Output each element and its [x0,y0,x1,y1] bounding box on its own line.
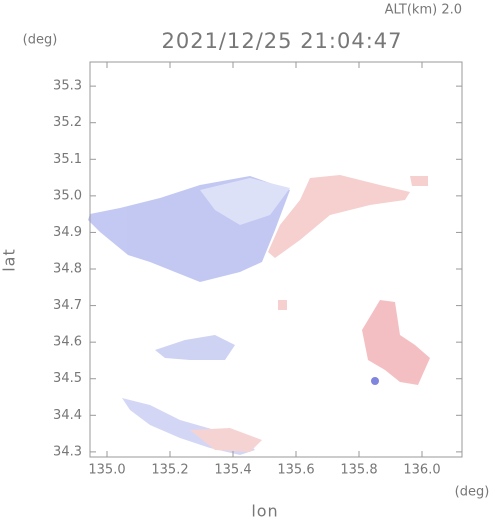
echo-receding [190,428,262,452]
y-tick-label: 34.3 [53,444,82,459]
x-tick-label: 135.4 [214,463,251,478]
echo-regions [88,175,430,455]
x-unit: (deg) [455,485,490,500]
y-tick-label: 34.9 [53,225,82,240]
echo-approaching [200,178,290,225]
y-axis-label: lat [0,248,19,272]
y-tick-label: 35.3 [53,79,82,94]
plot-frame [89,61,463,458]
y-tick-label: 34.7 [53,298,82,313]
y-tick-label: 35.1 [53,152,82,167]
echo-approaching [371,377,379,385]
echo-receding [268,175,410,258]
y-tick-label: 35.2 [53,115,82,130]
x-tick-label: 136.0 [403,463,440,478]
echo-receding [278,300,287,310]
echo-receding [410,176,428,186]
y-tick-label: 34.6 [53,335,82,350]
echo-receding [362,300,430,385]
altitude-label: ALT(km) 2.0 [385,3,462,18]
chart-title: 2021/12/25 21:04:47 [161,29,402,53]
y-tick-label: 34.8 [53,262,82,277]
x-tick-label: 135.6 [277,463,314,478]
y-tick-label: 35.0 [53,188,82,203]
y-tick-label: 34.5 [53,371,82,386]
y-unit: (deg) [23,33,58,48]
echo-approaching [155,335,235,360]
x-tick-label: 135.0 [88,463,125,478]
y-tick-label: 34.4 [53,408,82,423]
x-tick-label: 135.2 [151,463,188,478]
x-axis-label: lon [251,502,278,521]
x-tick-label: 135.8 [340,463,377,478]
